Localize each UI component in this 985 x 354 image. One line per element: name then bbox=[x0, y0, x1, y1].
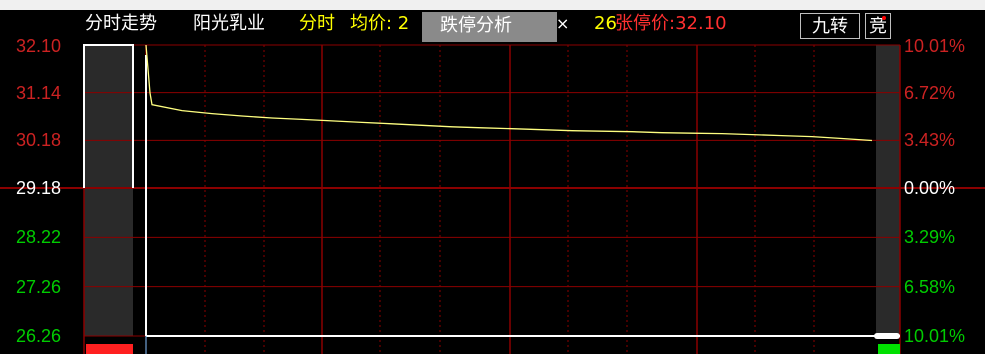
percent-label: 10.01% bbox=[904, 36, 966, 56]
limit-up-price-label: 张停价:32.10 bbox=[615, 13, 727, 34]
price-label: 31.14 bbox=[16, 82, 62, 103]
auction-bar-left bbox=[84, 45, 133, 336]
auction-bar-right bbox=[876, 45, 900, 336]
price-label: 29.18 bbox=[16, 178, 62, 198]
price-label: 30.18 bbox=[16, 130, 62, 151]
limit-up-marker bbox=[878, 344, 900, 354]
call-auction-button[interactable]: 竞 bbox=[865, 13, 891, 39]
average-price-tail: 26 bbox=[594, 13, 617, 34]
auction-indicator-dot bbox=[882, 16, 886, 20]
intraday-chart[interactable] bbox=[0, 10, 985, 354]
percent-label: 3.29% bbox=[904, 227, 956, 248]
intraday-chart-panel: 分时走势 阳光乳业 分时 均价: 2 26 张停价:32.10 跌停分析 × 九… bbox=[0, 10, 985, 354]
tab-title[interactable]: 分时走势 bbox=[85, 13, 157, 34]
chart-mode-label: 分时 bbox=[299, 13, 335, 34]
percent-label: 0.00% bbox=[904, 178, 956, 198]
price-label: 27.26 bbox=[16, 276, 62, 297]
price-label: 28.22 bbox=[16, 227, 62, 248]
price-label: 32.10 bbox=[16, 36, 62, 56]
limit-marker-right bbox=[874, 333, 900, 339]
nine-turn-button[interactable]: 九转 bbox=[800, 13, 860, 39]
average-price-label: 均价: 2 bbox=[350, 13, 410, 34]
percent-label: 3.43% bbox=[904, 130, 956, 151]
price-line bbox=[145, 44, 873, 142]
auction-price-trace bbox=[83, 44, 134, 188]
price-label: 26.26 bbox=[16, 326, 62, 346]
limit-down-marker bbox=[86, 344, 133, 354]
stock-name: 阳光乳业 bbox=[193, 13, 265, 34]
limit-down-analysis-tooltip[interactable]: 跌停分析 bbox=[422, 12, 557, 42]
close-icon[interactable]: × bbox=[556, 14, 570, 33]
percent-label: 6.58% bbox=[904, 276, 956, 297]
percent-label: 6.72% bbox=[904, 82, 956, 103]
percent-label: 10.01% bbox=[904, 326, 966, 346]
chart-header: 分时走势 阳光乳业 分时 均价: 2 26 张停价:32.10 跌停分析 × 九… bbox=[0, 10, 985, 42]
